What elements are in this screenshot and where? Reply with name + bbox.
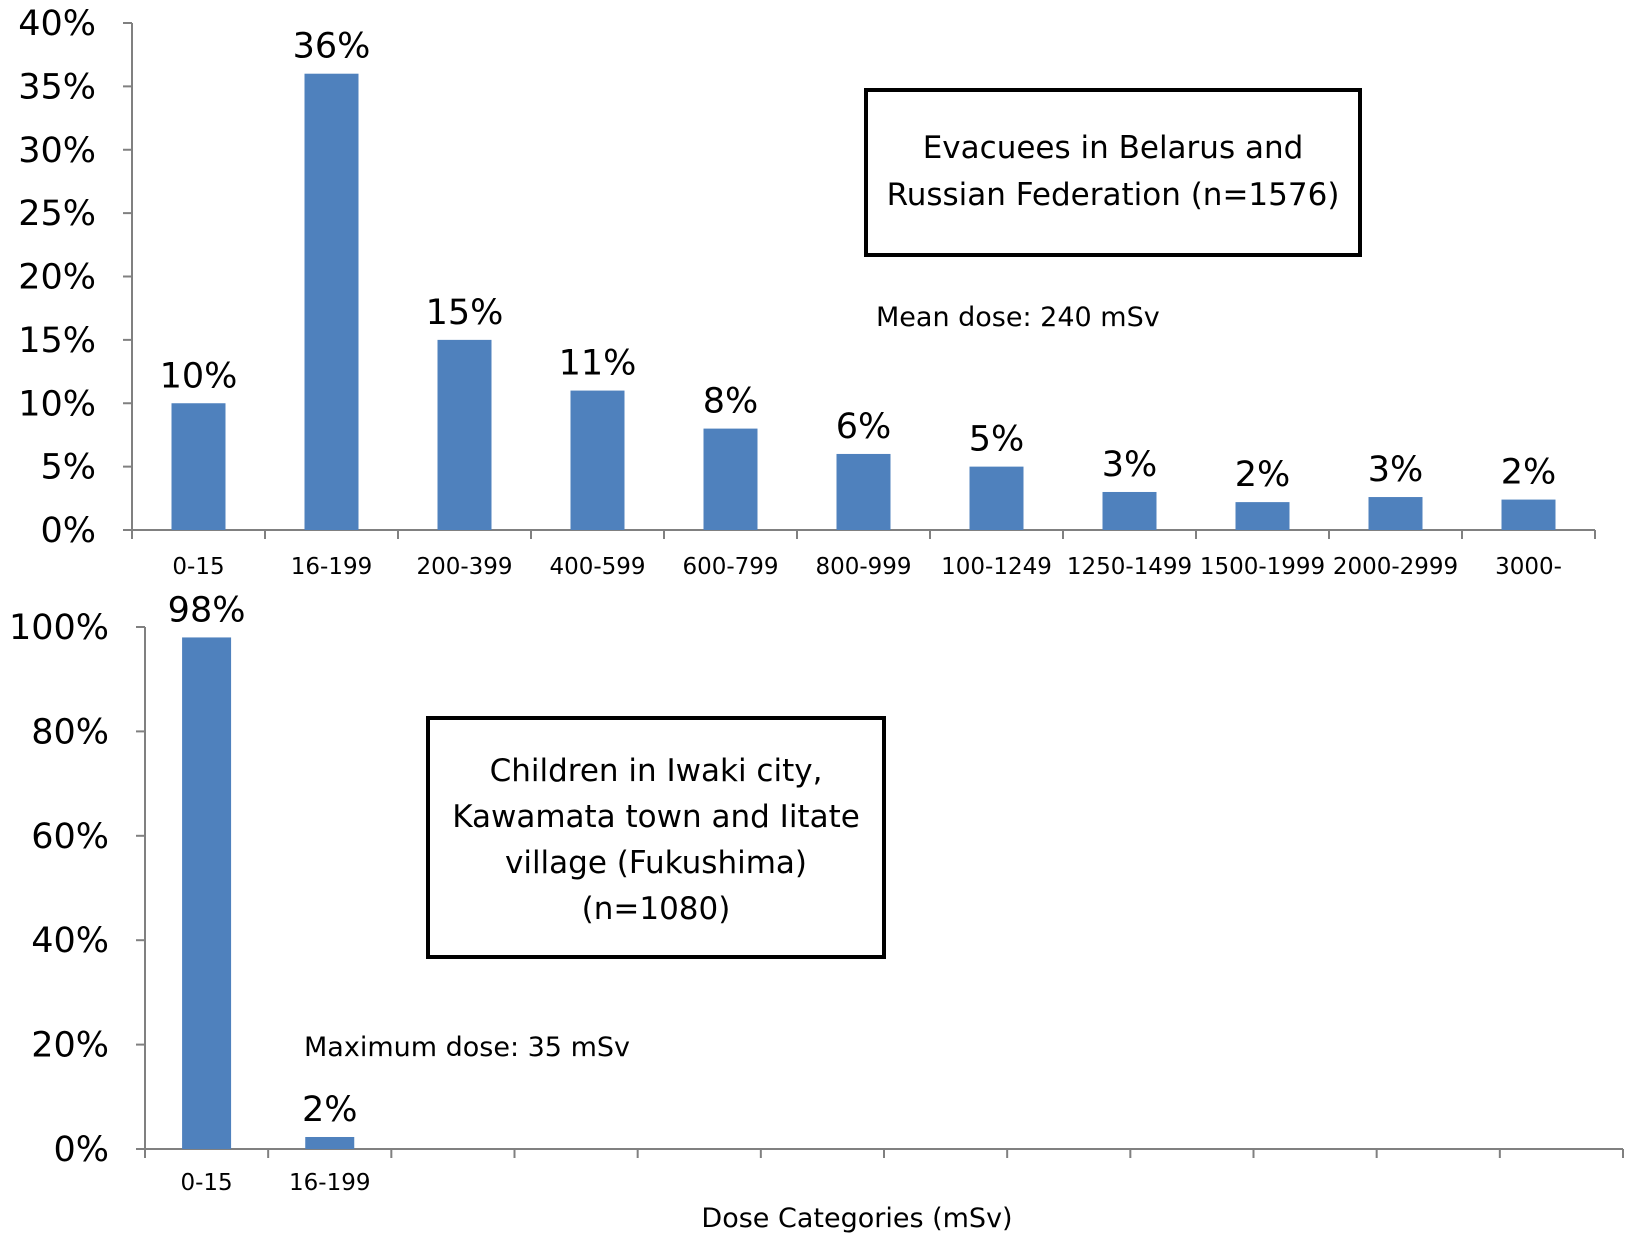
top-y-tick-label: 20% xyxy=(18,258,96,298)
top-data-label: 2% xyxy=(1235,455,1291,495)
bottom-x-tick-label: 16-199 xyxy=(289,1170,370,1196)
top-x-tick-label: 1500-1999 xyxy=(1200,554,1325,580)
top-x-tick-label: 2000-2999 xyxy=(1333,554,1458,580)
top-bar xyxy=(1501,499,1556,530)
top-x-tick-label: 16-199 xyxy=(291,554,372,580)
top-y-tick-label: 0% xyxy=(40,511,96,551)
top-chart-bars xyxy=(171,73,1556,530)
bottom-chart-annotation-line-4: (n=1080) xyxy=(582,891,731,927)
top-y-tick-label: 40% xyxy=(18,4,96,44)
top-data-label: 11% xyxy=(559,344,637,384)
bottom-chart-annotation-line-1: Children in Iwaki city, xyxy=(490,753,823,789)
top-y-tick-label: 30% xyxy=(18,131,96,171)
top-chart-annotation-line-1: Evacuees in Belarus and xyxy=(923,130,1304,166)
bottom-chart-annotation-line-3: village (Fukushima) xyxy=(505,845,807,881)
top-x-tick-label: 200-399 xyxy=(416,554,512,580)
bottom-bar xyxy=(182,637,232,1149)
bottom-y-tick-label: 80% xyxy=(31,712,109,752)
top-data-label: 15% xyxy=(426,293,504,333)
top-chart-evacuees: 0% 5% 10% 15% 20% 25% 30% 35% 40% 10% 36% 15% 11% 8%… xyxy=(18,4,1596,580)
top-data-label: 3% xyxy=(1102,445,1158,485)
top-y-tick-label: 10% xyxy=(18,384,96,424)
top-data-label: 6% xyxy=(836,407,892,447)
bottom-chart-x-ticks: 0-15 16-199 xyxy=(144,1149,1624,1196)
top-bar xyxy=(304,73,359,530)
top-y-tick-label: 5% xyxy=(40,448,96,488)
top-chart-mean-dose-note: Mean dose: 240 mSv xyxy=(876,302,1160,333)
top-bar xyxy=(171,403,226,530)
bottom-chart-bars xyxy=(182,637,355,1149)
bottom-chart-annotation-box xyxy=(426,716,886,959)
top-x-tick-label: 600-799 xyxy=(682,554,778,580)
top-data-label: 2% xyxy=(1501,453,1557,493)
top-chart-data-labels: 10% 36% 15% 11% 8% 6% 5% 3% 2% 3% 2% xyxy=(160,27,1557,495)
top-y-tick-label: 35% xyxy=(18,67,96,107)
top-bar xyxy=(836,453,891,530)
top-bar xyxy=(1235,502,1290,530)
bottom-chart-y-ticks: 0% 20% 40% 60% 80% 100% xyxy=(9,608,145,1170)
top-data-label: 10% xyxy=(160,356,238,396)
bottom-chart-annotation-line-2: Kawamata town and Iitate xyxy=(452,799,860,835)
top-x-tick-label: 0-15 xyxy=(172,554,224,580)
bottom-y-tick-label: 20% xyxy=(31,1026,109,1066)
top-bar xyxy=(703,428,758,530)
top-chart-x-ticks: 0-15 16-199 200-399 400-599 600-799 800-999 10… xyxy=(131,530,1596,580)
top-data-label: 36% xyxy=(293,27,371,67)
top-x-tick-label: 3000- xyxy=(1495,554,1562,580)
bottom-y-tick-label: 100% xyxy=(9,608,109,648)
bottom-y-tick-label: 0% xyxy=(53,1130,109,1170)
top-x-tick-label: 800-999 xyxy=(815,554,911,580)
bottom-x-tick-label: 0-15 xyxy=(180,1170,232,1196)
bottom-y-tick-label: 60% xyxy=(31,817,109,857)
bottom-y-tick-label: 40% xyxy=(31,921,109,961)
top-bar xyxy=(437,339,492,530)
top-data-label: 5% xyxy=(969,420,1025,460)
top-x-tick-label: 100-1249 xyxy=(941,554,1052,580)
top-y-tick-label: 15% xyxy=(18,321,96,361)
top-bar xyxy=(1368,497,1423,530)
bottom-chart-x-axis-label: Dose Categories (mSv) xyxy=(701,1203,1012,1234)
bottom-data-label: 98% xyxy=(168,590,246,630)
top-chart-annotation-line-2: Russian Federation (n=1576) xyxy=(887,177,1340,213)
top-x-tick-label: 400-599 xyxy=(549,554,645,580)
bottom-chart-children: 0% 20% 40% 60% 80% 100% 98% 2% 0-15 16-199 Chil… xyxy=(9,590,1624,1234)
bottom-chart-data-labels: 98% 2% xyxy=(168,590,358,1130)
top-bar xyxy=(969,466,1024,530)
top-x-tick-label: 1250-1499 xyxy=(1067,554,1192,580)
top-bar xyxy=(570,390,625,530)
bottom-data-label: 2% xyxy=(302,1090,358,1130)
top-data-label: 3% xyxy=(1368,450,1424,490)
top-bar xyxy=(1102,491,1157,530)
bottom-chart-max-dose-note: Maximum dose: 35 mSv xyxy=(304,1032,630,1063)
top-data-label: 8% xyxy=(703,382,759,422)
top-chart-annotation-box xyxy=(864,88,1362,257)
top-chart-y-ticks: 0% 5% 10% 15% 20% 25% 30% 35% 40% xyxy=(18,4,132,551)
top-y-tick-label: 25% xyxy=(18,194,96,234)
bottom-bar xyxy=(305,1136,355,1149)
